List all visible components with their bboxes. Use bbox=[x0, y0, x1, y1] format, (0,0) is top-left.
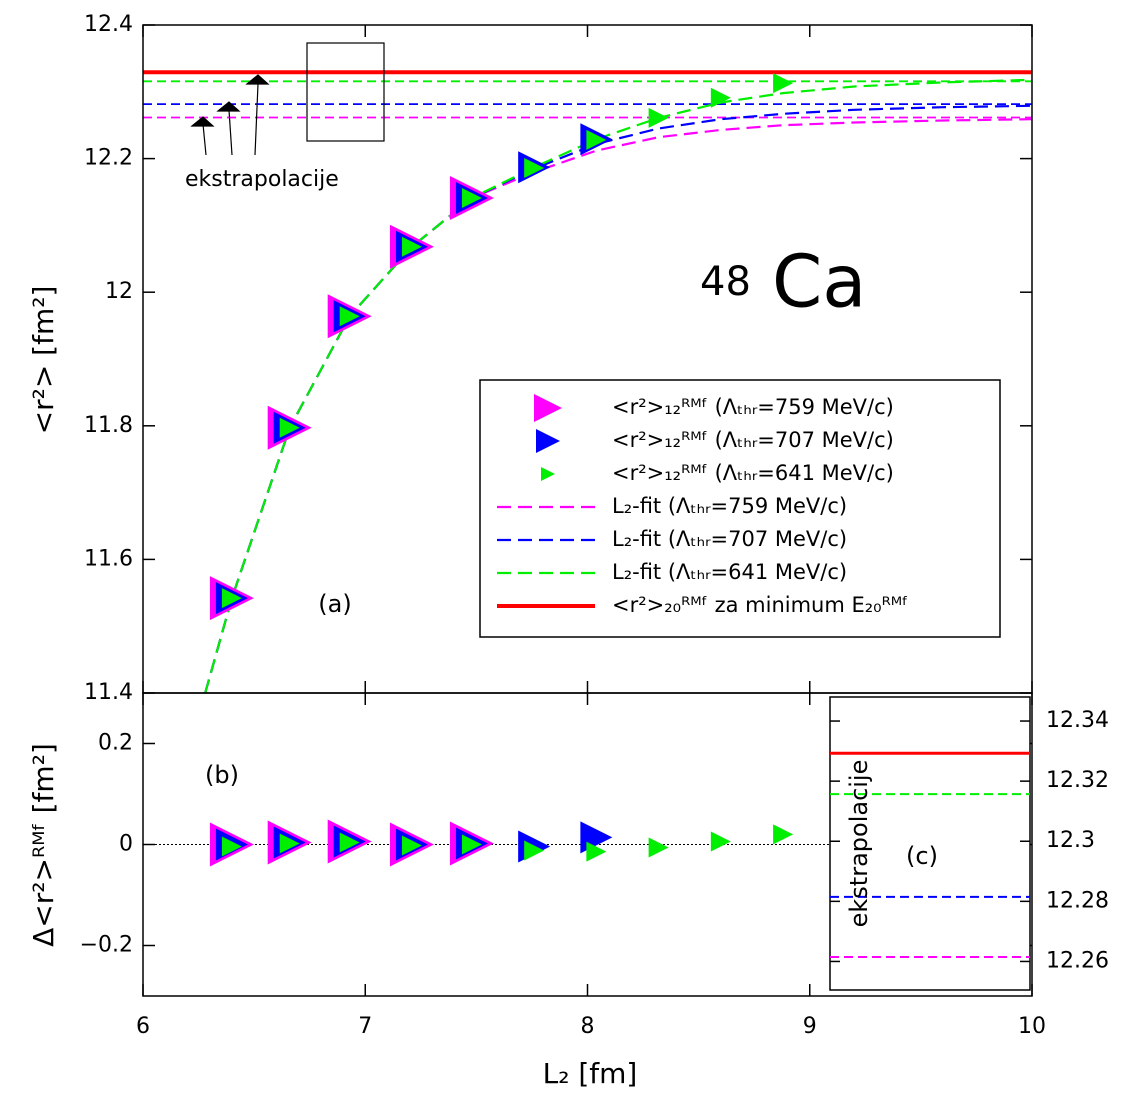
legend-label: L₂-fit (Λₜₕᵣ=707 MeV/c) bbox=[612, 527, 847, 551]
data-point bbox=[221, 588, 242, 609]
legend: <r²>₁₂ᴿᴹᶠ (Λₜₕᵣ=759 MeV/c) <r²>₁₂ᴿᴹᶠ (Λₜₕ… bbox=[479, 379, 1001, 638]
legend-marker bbox=[541, 467, 555, 481]
legend-label: L₂-fit (Λₜₕᵣ=759 MeV/c) bbox=[612, 494, 847, 518]
x-tick-label: 6 bbox=[136, 1014, 150, 1039]
data-point bbox=[401, 236, 422, 257]
data-point bbox=[773, 73, 794, 94]
fit-curve bbox=[204, 78, 1033, 694]
panel-label: (b) bbox=[205, 761, 239, 789]
x-tick-label: 9 bbox=[803, 1014, 817, 1039]
y-tick-label: 11.8 bbox=[84, 413, 133, 438]
x-tick-label: 7 bbox=[358, 1014, 372, 1039]
arrow-head bbox=[245, 74, 270, 85]
residual-point bbox=[586, 841, 607, 862]
legend-box bbox=[479, 379, 1001, 638]
y-tick-label: 12.4 bbox=[84, 12, 133, 37]
data-point bbox=[279, 417, 300, 438]
y-tick-label: 12.28 bbox=[1046, 888, 1109, 913]
residual-point bbox=[710, 831, 731, 852]
y-axis-label: Δ<r²>ᴿᴹᶠ [fm²] bbox=[27, 743, 60, 947]
y-tick-label: 0 bbox=[119, 832, 133, 857]
residual-point bbox=[524, 840, 545, 861]
annotation: ekstrapolacije bbox=[845, 760, 873, 928]
legend-label: <r²>₂₀ᴿᴹᶠ za minimum E₂₀ᴿᴹᶠ bbox=[612, 593, 908, 617]
y-tick-label: 12.3 bbox=[1046, 828, 1095, 853]
arrow bbox=[228, 109, 233, 156]
panel-b-frame bbox=[142, 692, 1033, 997]
y-tick-label: 12 bbox=[105, 279, 133, 304]
residual-point bbox=[773, 824, 794, 845]
annotation: ekstrapolacije bbox=[185, 167, 339, 192]
y-tick-label: 11.6 bbox=[84, 546, 133, 571]
legend-label: <r²>₁₂ᴿᴹᶠ (Λₜₕᵣ=759 MeV/c) bbox=[612, 395, 894, 419]
data-point bbox=[524, 157, 545, 178]
inset-frame bbox=[829, 696, 1031, 991]
y-tick-label: 12.34 bbox=[1046, 708, 1109, 733]
y-axis-label: <r²> [fm²] bbox=[27, 286, 60, 435]
arrow-head bbox=[216, 101, 241, 112]
x-tick-label: 8 bbox=[581, 1014, 595, 1039]
legend-label: <r²>₁₂ᴿᴹᶠ (Λₜₕᵣ=641 MeV/c) bbox=[612, 461, 894, 485]
residual-point bbox=[221, 836, 242, 857]
y-tick-label: 0.2 bbox=[98, 731, 133, 756]
panel-label: (a) bbox=[318, 590, 351, 618]
y-tick-label: 12.32 bbox=[1046, 768, 1109, 793]
data-point bbox=[648, 107, 669, 128]
y-tick-label: 12.2 bbox=[84, 146, 133, 171]
residual-point bbox=[279, 833, 300, 854]
isotope-mass: 48 bbox=[700, 259, 751, 305]
legend-marker bbox=[536, 429, 560, 453]
residual-point bbox=[461, 834, 482, 855]
data-point bbox=[339, 306, 360, 327]
y-tick-label: 12.26 bbox=[1046, 948, 1109, 973]
y-tick-label: 11.4 bbox=[84, 680, 133, 705]
data-point bbox=[586, 129, 607, 150]
x-tick-label: 10 bbox=[1018, 1014, 1046, 1039]
panel-label: (c) bbox=[906, 842, 938, 870]
x-axis-label: L₂ [fm] bbox=[543, 1057, 638, 1090]
arrow bbox=[202, 123, 207, 156]
arrows bbox=[190, 74, 270, 156]
residual-point bbox=[401, 835, 422, 856]
isotope-symbol: Ca bbox=[772, 240, 866, 324]
zoom-box bbox=[306, 42, 385, 142]
plot-layer: 11.4 11.6 11.8 12 12.2 12.4 <r²>₁₂ᴿᴹᶠ (Λₜₕᵣ=75… bbox=[80, 12, 1109, 1039]
y-tick-label: −0.2 bbox=[80, 933, 133, 958]
legend-label: L₂-fit (Λₜₕᵣ=641 MeV/c) bbox=[612, 560, 847, 584]
data-point bbox=[461, 188, 482, 209]
residual-point bbox=[339, 832, 360, 853]
data-point bbox=[710, 87, 731, 108]
legend-label: <r²>₁₂ᴿᴹᶠ (Λₜₕᵣ=707 MeV/c) bbox=[612, 428, 894, 452]
legend-marker bbox=[534, 394, 562, 422]
arrow-head bbox=[190, 116, 215, 127]
residual-point bbox=[648, 837, 669, 858]
arrow bbox=[254, 83, 259, 156]
